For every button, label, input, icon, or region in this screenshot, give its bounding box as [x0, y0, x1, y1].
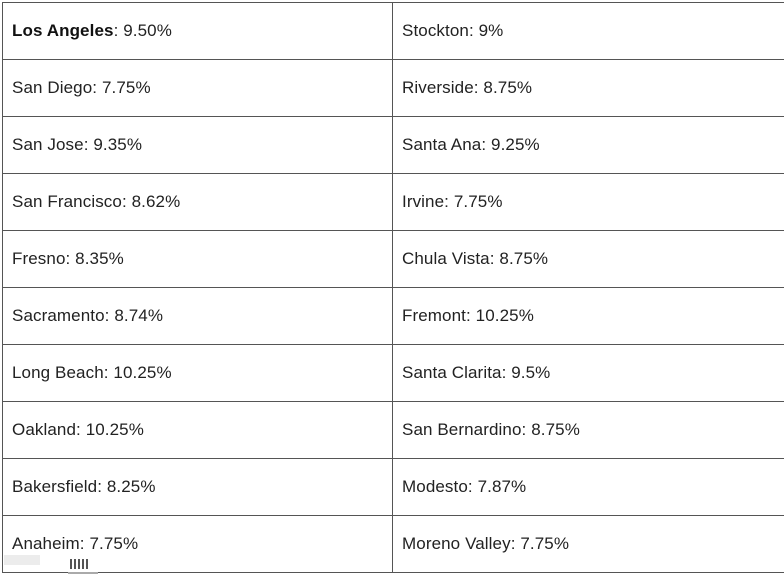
tax-rate: 9.25% [491, 135, 540, 154]
separator: : [466, 306, 476, 325]
city-name: San Jose [12, 135, 84, 154]
city-name: Santa Clarita [402, 363, 502, 382]
separator: : [501, 363, 512, 382]
table-cell-chula-vista: Chula Vista: 8.75% [392, 230, 784, 288]
table-cell-fresno: Fresno: 8.35% [2, 230, 393, 288]
tax-rate: 9.5% [511, 363, 551, 382]
city-name: Stockton [402, 21, 469, 40]
table-cell-sacramento: Sacramento: 8.74% [2, 287, 393, 345]
separator: : [113, 21, 124, 40]
separator: : [76, 420, 86, 439]
separator: : [521, 420, 532, 439]
sales-tax-table: Los Angeles: 9.50% Stockton: 9% San Dieg… [2, 2, 784, 573]
city-name: Santa Ana [402, 135, 482, 154]
city-name: Sacramento [12, 306, 105, 325]
separator: : [92, 78, 102, 97]
tax-rate: 7.75% [520, 534, 570, 553]
tax-rate: 7.75% [101, 78, 151, 97]
table-row: San Diego: 7.75% Riverside: 8.75% [2, 59, 784, 117]
city-name: Bakersfield [12, 477, 98, 496]
tax-rate: 8.75% [499, 249, 549, 268]
city-name: Fresno [12, 249, 66, 268]
table-row: Bakersfield: 8.25% Modesto: 7.87% [2, 458, 784, 516]
city-name: San Bernardino [402, 420, 522, 439]
separator: : [97, 477, 107, 496]
table-cell-long-beach: Long Beach: 10.25% [2, 344, 393, 402]
tax-rate: 10.25% [85, 420, 144, 439]
table-row: San Jose: 9.35% Santa Ana: 9.25% [2, 116, 784, 174]
separator: : [65, 249, 76, 268]
tax-rate: 7.75% [453, 192, 503, 211]
city-name: Fremont [402, 306, 466, 325]
tax-rate: 7.75% [89, 534, 139, 553]
tax-rate: 7.87% [477, 477, 527, 496]
table-row: Long Beach: 10.25% Santa Clarita: 9.5% [2, 344, 784, 402]
separator: : [481, 135, 492, 154]
table-cell-riverside: Riverside: 8.75% [392, 59, 784, 117]
separator: : [79, 534, 90, 553]
table-cell-moreno-valley: Moreno Valley: 7.75% [392, 515, 784, 573]
table-cell-irvine: Irvine: 7.75% [392, 173, 784, 231]
city-name: San Francisco [12, 192, 122, 211]
tax-rate: 8.75% [483, 78, 533, 97]
city-name: Chula Vista [402, 249, 490, 268]
table-cell-fremont: Fremont: 10.25% [392, 287, 784, 345]
city-name: Modesto [402, 477, 468, 496]
tax-rate: 8.62% [131, 192, 181, 211]
separator: : [510, 534, 521, 553]
table-row: Fresno: 8.35% Chula Vista: 8.75% [2, 230, 784, 288]
table-cell-santa-clarita: Santa Clarita: 9.5% [392, 344, 784, 402]
table-cell-san-bernardino: San Bernardino: 8.75% [392, 401, 784, 459]
city-name: Oakland [12, 420, 77, 439]
table-cell-anaheim: Anaheim: 7.75% [2, 515, 393, 573]
separator: : [83, 135, 94, 154]
table-cell-santa-ana: Santa Ana: 9.25% [392, 116, 784, 174]
separator: : [473, 78, 484, 97]
city-name: Riverside [402, 78, 474, 97]
sales-tax-table-body: Los Angeles: 9.50% Stockton: 9% San Dieg… [2, 2, 784, 573]
tax-rate: 10.25% [113, 363, 172, 382]
city-name: Los Angeles [12, 21, 114, 40]
city-name: Anaheim [12, 534, 80, 553]
table-row: Los Angeles: 9.50% Stockton: 9% [2, 2, 784, 60]
separator: : [121, 192, 132, 211]
table-cell-oakland: Oakland: 10.25% [2, 401, 393, 459]
separator: : [489, 249, 500, 268]
tax-rate: 9.35% [93, 135, 143, 154]
tax-rate: 8.75% [531, 420, 580, 439]
city-name: San Diego [12, 78, 93, 97]
city-name: Moreno Valley [402, 534, 511, 553]
table-cell-los-angeles: Los Angeles: 9.50% [2, 2, 393, 60]
table-row: Sacramento: 8.74% Fremont: 10.25% [2, 287, 784, 345]
tax-rate: 9.50% [123, 21, 172, 40]
tax-rate: 9% [478, 21, 504, 40]
tax-rate: 8.25% [106, 477, 156, 496]
tax-rate: 10.25% [475, 306, 534, 325]
table-row: Oakland: 10.25% San Bernardino: 8.75% [2, 401, 784, 459]
city-name: Long Beach [12, 363, 104, 382]
tax-rate: 8.35% [75, 249, 124, 268]
table-cell-san-francisco: San Francisco: 8.62% [2, 173, 393, 231]
table-cell-san-jose: San Jose: 9.35% [2, 116, 393, 174]
table-cell-san-diego: San Diego: 7.75% [2, 59, 393, 117]
separator: : [103, 363, 114, 382]
city-name: Irvine [402, 192, 445, 211]
table-row: Anaheim: 7.75% Moreno Valley: 7.75% [2, 515, 784, 573]
separator: : [104, 306, 115, 325]
separator: : [468, 21, 479, 40]
tax-rate: 8.74% [114, 306, 164, 325]
table-cell-bakersfield: Bakersfield: 8.25% [2, 458, 393, 516]
separator: : [467, 477, 478, 496]
table-cell-stockton: Stockton: 9% [392, 2, 784, 60]
table-row: San Francisco: 8.62% Irvine: 7.75% [2, 173, 784, 231]
table-cell-modesto: Modesto: 7.87% [392, 458, 784, 516]
separator: : [444, 192, 454, 211]
